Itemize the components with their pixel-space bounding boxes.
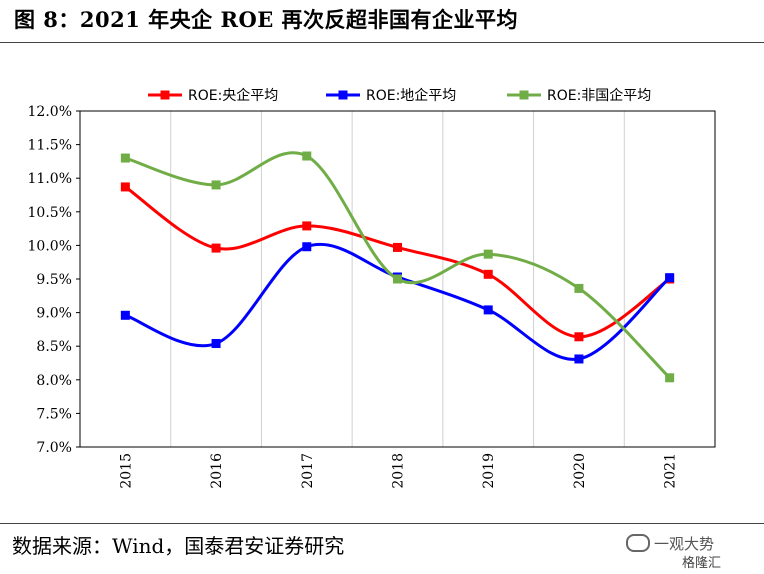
watermark-brand: 格隆汇 xyxy=(682,556,722,571)
data-point xyxy=(302,151,312,161)
x-tick-label: 2020 xyxy=(572,453,588,489)
data-point xyxy=(483,269,493,279)
legend-label: ROE:央企平均 xyxy=(188,87,278,104)
data-point xyxy=(120,182,130,192)
legend-swatch-marker xyxy=(519,90,529,100)
data-point xyxy=(302,242,312,252)
bottom-rule xyxy=(0,523,764,524)
legend-label: ROE:地企平均 xyxy=(366,87,456,104)
data-point xyxy=(211,243,221,253)
y-tick-label: 11.0% xyxy=(28,171,72,187)
series-line xyxy=(124,185,671,339)
x-tick-label: 2018 xyxy=(391,453,407,489)
legend-swatch-marker xyxy=(160,90,170,100)
data-point xyxy=(665,273,675,283)
y-tick-label: 7.0% xyxy=(36,440,72,456)
x-tick-label: 2015 xyxy=(118,453,134,489)
series-line xyxy=(124,151,671,379)
series-line xyxy=(124,242,671,361)
legend-label: ROE:非国企平均 xyxy=(547,87,651,104)
data-point xyxy=(120,153,130,163)
y-tick-label: 10.5% xyxy=(28,205,72,221)
y-tick-label: 8.0% xyxy=(36,373,72,389)
data-point xyxy=(665,373,675,383)
legend-swatch-marker xyxy=(338,90,348,100)
figure-title: 图 8：2021 年央企 ROE 再次反超非国有企业平均 xyxy=(14,7,519,32)
y-tick-label: 11.5% xyxy=(28,138,72,154)
y-tick-label: 10.0% xyxy=(28,238,72,254)
y-tick-label: 9.5% xyxy=(36,272,72,288)
data-point xyxy=(393,274,402,284)
source-note: 数据来源：Wind，国泰君安证券研究 xyxy=(12,534,345,558)
data-point xyxy=(574,283,584,293)
data-point xyxy=(483,249,493,259)
watermark: 一观大势 格隆汇 xyxy=(626,533,721,571)
data-point xyxy=(574,354,584,364)
x-tick-label: 2021 xyxy=(663,453,679,489)
x-tick-label: 2016 xyxy=(209,453,225,489)
y-tick-label: 9.0% xyxy=(36,306,72,322)
top-rule xyxy=(0,42,764,43)
line-chart: 12.0% 11.5% 11.0% 10.5% 10.0% 9.5% 9.0% 8.5% 8.0… xyxy=(28,87,716,489)
data-point xyxy=(120,310,130,320)
chat-bubble-icon xyxy=(626,533,650,552)
x-tick-label: 2017 xyxy=(300,453,316,489)
x-tick-label: 2019 xyxy=(481,453,497,489)
y-tick-label: 8.5% xyxy=(36,339,72,355)
y-tick-label: 12.0% xyxy=(28,104,72,120)
y-tick-label: 7.5% xyxy=(36,406,72,422)
data-point xyxy=(302,221,312,231)
watermark-text: 一观大势 xyxy=(654,535,715,553)
data-point xyxy=(483,305,493,315)
data-point xyxy=(393,242,402,252)
data-point xyxy=(574,332,584,342)
data-point xyxy=(211,180,221,190)
data-point xyxy=(211,339,221,349)
